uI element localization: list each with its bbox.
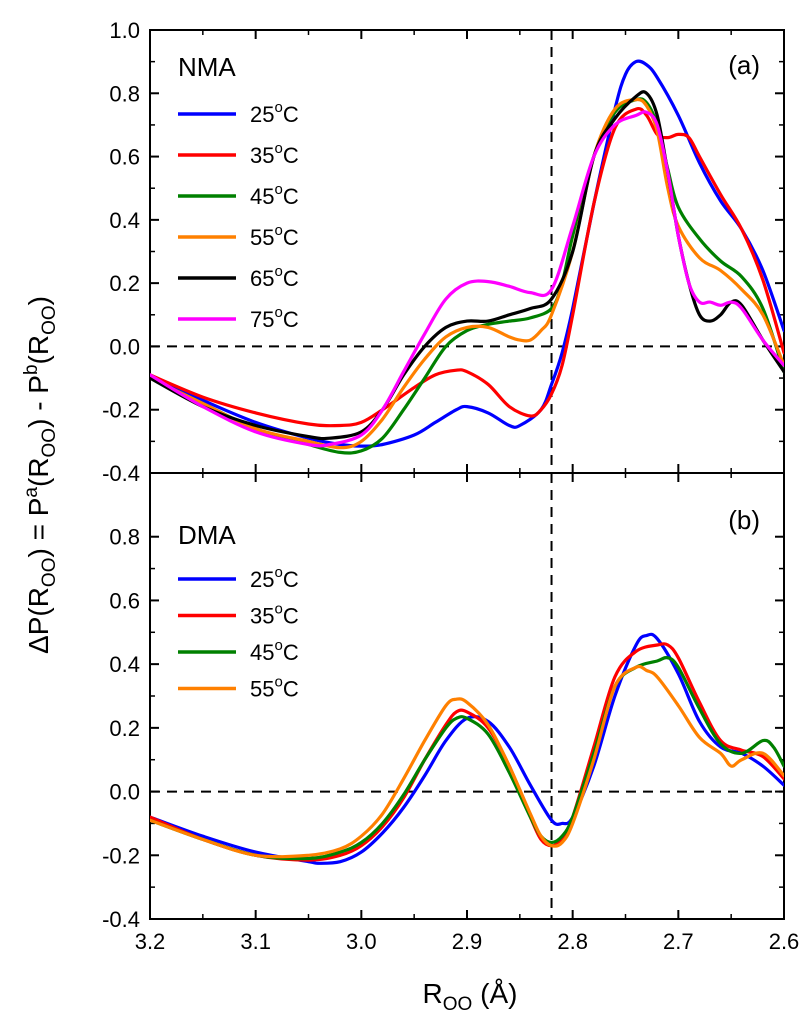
y-tick-label-b: 0.2 bbox=[109, 716, 140, 741]
series-line-a-35C bbox=[150, 106, 784, 428]
y-tick-label-b: 0.0 bbox=[109, 780, 140, 805]
legend-label-b-55C: 55oC bbox=[250, 674, 299, 702]
y-tick-label-b: 0.6 bbox=[109, 588, 140, 613]
y-tick-label-a: 1.0 bbox=[109, 18, 140, 43]
legend-label-b-25C: 25oC bbox=[250, 564, 299, 592]
series-line-a-45C bbox=[150, 97, 784, 455]
series-line-a-65C bbox=[150, 90, 784, 441]
panel-label-b: (b) bbox=[728, 505, 760, 535]
x-tick-label: 2.6 bbox=[769, 929, 800, 954]
ylabel-part-10: ) bbox=[23, 296, 54, 305]
x-axis-title: ROO (Å) bbox=[423, 978, 518, 1015]
y-tick-label-b: -0.4 bbox=[102, 907, 140, 932]
ylabel-part-1: OO bbox=[39, 558, 60, 588]
series-line-a-75C bbox=[150, 110, 784, 448]
x-tick-label: 2.9 bbox=[452, 929, 483, 954]
ylabel-part-8: (R bbox=[23, 335, 54, 365]
y-tick-label-a: 0.0 bbox=[109, 334, 140, 359]
series-line-a-25C bbox=[150, 59, 784, 448]
y-tick-label-b: 0.8 bbox=[109, 525, 140, 550]
legend-label-a-55C: 55oC bbox=[250, 222, 299, 250]
legend-label-b-45C: 45oC bbox=[250, 637, 299, 665]
xlabel-part-0: R bbox=[423, 978, 443, 1009]
xlabel-part-1: OO bbox=[443, 994, 473, 1015]
y-tick-label-a: 0.8 bbox=[109, 81, 140, 106]
x-tick-label: 3.2 bbox=[135, 929, 166, 954]
panel-b: 0.8 0.6 0.4 0.2 0.0 -0.2 -0.43.2 3.1 3.0 2.9 2.8 2.… bbox=[102, 473, 799, 954]
series-line-b-45C bbox=[150, 655, 784, 861]
ylabel-part-9: OO bbox=[39, 305, 60, 335]
legend-label-a-65C: 65oC bbox=[250, 263, 299, 291]
ylabel-part-0: ΔP(R bbox=[23, 587, 54, 654]
sample-label-b: DMA bbox=[178, 520, 236, 550]
series-group-b bbox=[150, 632, 784, 865]
ylabel-part-2: ) = P bbox=[23, 498, 54, 558]
sample-label-a: NMA bbox=[178, 52, 236, 82]
series-line-b-35C bbox=[150, 642, 784, 862]
y-tick-label-a: 0.6 bbox=[109, 145, 140, 170]
x-tick-label: 3.0 bbox=[346, 929, 377, 954]
series-line-b-25C bbox=[150, 632, 784, 865]
legend-label-b-35C: 35oC bbox=[250, 601, 299, 629]
y-axis-title: ΔP(ROO) = Pa(ROO) - Pb(ROO) bbox=[21, 296, 60, 654]
ylabel-part-6: ) - P bbox=[23, 375, 54, 428]
ylabel-part-4: (R bbox=[23, 457, 54, 487]
legend-label-a-45C: 45oC bbox=[250, 181, 299, 209]
series-line-b-55C bbox=[150, 664, 784, 859]
panel-label-a: (a) bbox=[728, 50, 760, 80]
series-line-a-55C bbox=[150, 97, 784, 450]
ylabel-part-7: b bbox=[21, 364, 42, 375]
series-group-a bbox=[150, 59, 784, 455]
legend-label-a-35C: 35oC bbox=[250, 140, 299, 168]
legend-label-a-75C: 75oC bbox=[250, 304, 299, 332]
legend-label-a-25C: 25oC bbox=[250, 99, 299, 127]
x-tick-label: 2.7 bbox=[663, 929, 694, 954]
ylabel-part-5: OO bbox=[39, 428, 60, 458]
y-tick-label-a: 0.2 bbox=[109, 271, 140, 296]
x-tick-label: 2.8 bbox=[557, 929, 588, 954]
y-tick-label-a: -0.2 bbox=[102, 398, 140, 423]
y-tick-label-a: 0.4 bbox=[109, 208, 140, 233]
x-tick-label: 3.1 bbox=[240, 929, 271, 954]
ylabel-part-3: a bbox=[21, 487, 42, 498]
xlabel-part-2: (Å) bbox=[472, 978, 517, 1009]
panel-a: 1.0 0.8 0.6 0.4 0.2 0.0 -0.2 -0.4 (a) NMA 25oC 35oC… bbox=[102, 18, 785, 486]
y-tick-label-a: -0.4 bbox=[102, 461, 140, 486]
y-tick-label-b: -0.2 bbox=[102, 843, 140, 868]
y-tick-label-b: 0.4 bbox=[109, 652, 140, 677]
